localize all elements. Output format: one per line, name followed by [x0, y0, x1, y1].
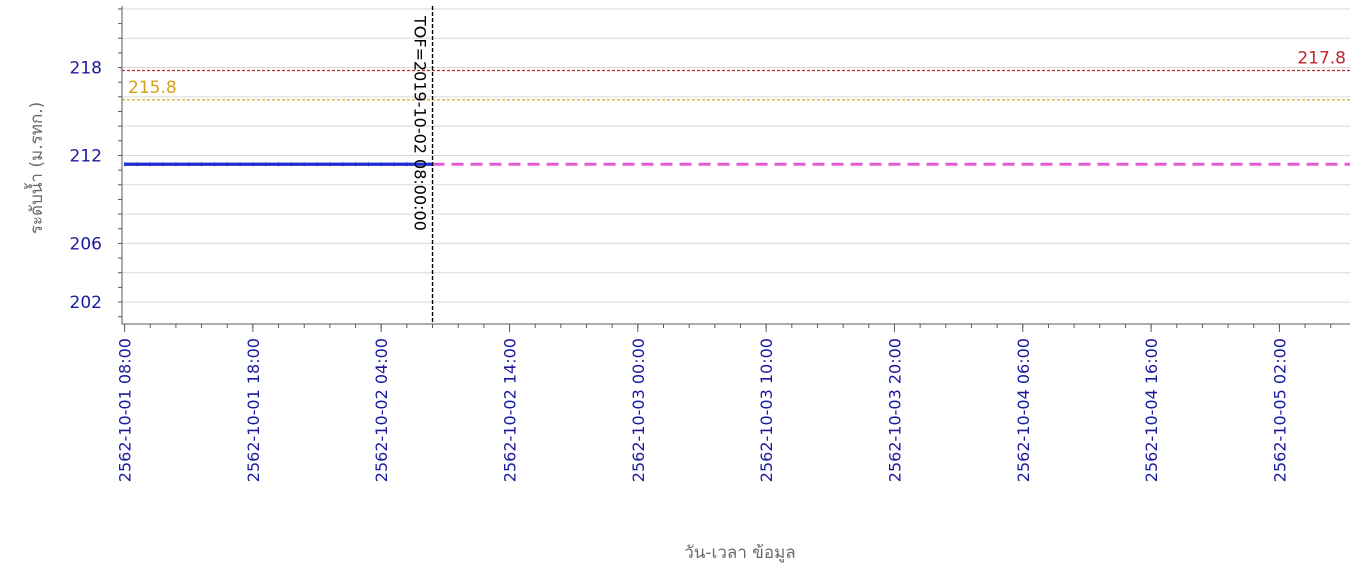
grid-lines	[122, 8, 1350, 303]
data-series	[124, 162, 1350, 167]
x-axis-title: วัน-เวลา ข้อมูล	[684, 543, 795, 563]
x-tick-label: 2562-10-01 08:00	[116, 338, 135, 482]
x-tick-label: 2562-10-04 06:00	[1014, 338, 1033, 482]
x-tick-label: 2562-10-02 14:00	[501, 338, 520, 482]
y-tick-labels: 202 206 212 218	[70, 59, 102, 313]
x-tick-label: 2562-10-05 02:00	[1270, 338, 1289, 482]
y-axis-title: ระดับน้ำ (ม.รทก.)	[24, 102, 47, 235]
y-tick-label: 206	[70, 234, 102, 254]
x-tick-label: 2562-10-03 20:00	[885, 338, 904, 482]
x-tick-label: 2562-10-02 04:00	[372, 338, 391, 482]
y-tick-label: 202	[70, 293, 102, 313]
axes	[118, 6, 1350, 332]
x-tick-label: 2562-10-01 18:00	[244, 338, 263, 482]
tof-label: TOF=2019-10-02 08:00:00	[411, 15, 430, 231]
threshold-label: 217.8	[1297, 48, 1346, 68]
x-tick-label: 2562-10-03 00:00	[629, 338, 648, 482]
x-tick-label: 2562-10-03 10:00	[757, 338, 776, 482]
threshold-label: 215.8	[128, 78, 177, 98]
y-tick-label: 218	[70, 59, 102, 79]
x-tick-label: 2562-10-04 16:00	[1142, 338, 1161, 482]
threshold-lines: 217.8 215.8	[122, 48, 1350, 101]
tof-marker: TOF=2019-10-02 08:00:00	[411, 6, 434, 324]
x-tick-labels: 2562-10-01 08:00 2562-10-01 18:00 2562-10-…	[116, 338, 1290, 482]
y-tick-label: 212	[70, 146, 102, 166]
